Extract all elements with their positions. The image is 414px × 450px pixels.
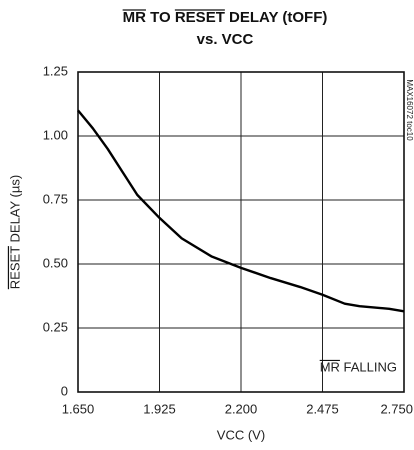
y-tick-label: 0.25 [43, 319, 68, 334]
x-tick-label: 2.475 [306, 401, 339, 416]
y-tick-label: 0.75 [43, 191, 68, 206]
chart-title: MR TO RESET DELAY (tOFF) [123, 9, 328, 26]
plot-frame [77, 71, 405, 393]
x-tick-label: 1.925 [143, 401, 176, 416]
y-tick-label: 1.00 [43, 127, 68, 142]
y-tick-label: 0.50 [43, 255, 68, 270]
x-tick-label: 2.200 [225, 401, 258, 416]
x-tick-label: 2.750 [380, 401, 413, 416]
y-tick-label: 1.25 [43, 63, 68, 78]
y-tick-label: 0 [61, 383, 68, 398]
x-axis-label: VCC (V) [217, 427, 265, 442]
annotation: MR FALLING [320, 359, 397, 374]
chart-subtitle: vs. VCC [197, 31, 254, 48]
y-axis-label: RESET DELAY (µs) [7, 175, 22, 289]
x-tick-label: 1.650 [62, 401, 95, 416]
data-line [77, 109, 405, 313]
figure-id: MAX16072 toc10 [405, 79, 414, 141]
